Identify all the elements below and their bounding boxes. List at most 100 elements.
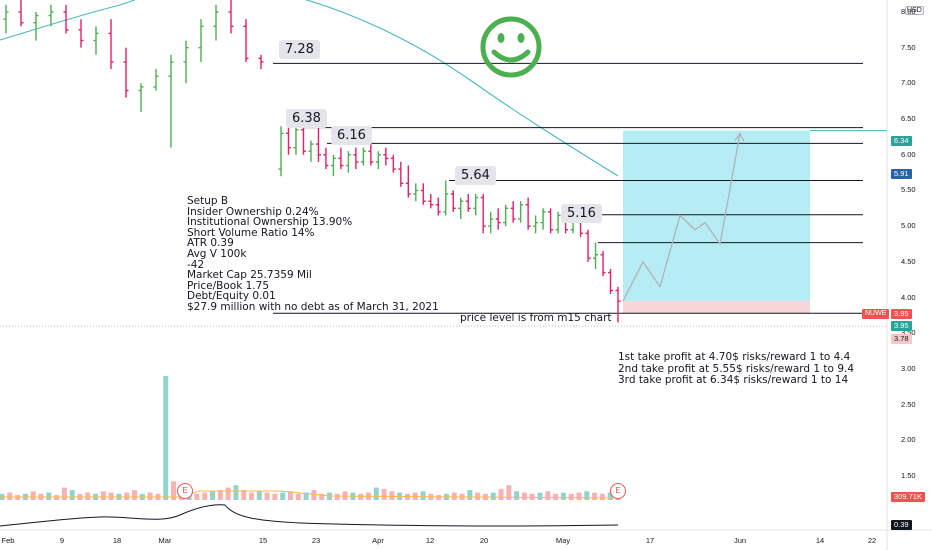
y-tick-label: 4.00: [901, 292, 916, 302]
setup-note-line: Avg V 100k: [187, 247, 247, 260]
volume-bar: [311, 490, 317, 500]
x-tick-label: 12: [425, 536, 435, 545]
candle: [168, 54, 174, 148]
setup-note-line: ATR 0.39: [187, 237, 234, 250]
candle: [93, 26, 99, 55]
x-tick-label: Jun: [733, 536, 747, 545]
volume-bar: [210, 491, 216, 500]
position-zones: [623, 130, 887, 314]
take-profit-line: 2nd take profit at 5.55$ risks/reward 1 …: [618, 362, 855, 375]
moving-average-line: [0, 0, 619, 177]
oscillator-value-label: 0.39: [891, 520, 912, 530]
earnings-marker[interactable]: E: [610, 483, 626, 499]
candle: [480, 194, 486, 234]
candle: [183, 40, 189, 84]
candle: [615, 286, 621, 323]
candle: [308, 140, 314, 162]
candle: [458, 197, 464, 220]
entry-price-label: 3.95: [891, 321, 912, 331]
candle: [258, 54, 264, 70]
volume-bar: [61, 487, 67, 500]
volume-bar: [288, 491, 294, 500]
x-tick-label: Feb: [1, 536, 15, 545]
take-profit-line: 3rd take profit at 6.34$ risks/reward 1 …: [618, 374, 849, 386]
candle: [33, 12, 39, 41]
volume-bar: [217, 490, 223, 500]
x-tick-label: 14: [815, 536, 825, 545]
volume-bar: [163, 376, 169, 500]
volume-bar: [514, 491, 520, 500]
candle: [555, 211, 561, 234]
candle: [330, 154, 336, 177]
candle: [428, 194, 434, 209]
x-tick-label: Apr: [372, 536, 384, 545]
x-tick-label: 15: [258, 536, 268, 545]
volume-bar: [381, 488, 387, 500]
x-tick-label: May: [555, 536, 571, 545]
take-profit-line: 1st take profit at 4.70$ risks/reward 1 …: [618, 351, 851, 363]
y-tick-label: 4.50: [901, 256, 916, 266]
candle: [3, 4, 9, 34]
y-tick-label: 5.00: [901, 221, 916, 231]
candle: [213, 4, 219, 41]
y-tick-label: 2.00: [901, 435, 916, 445]
volume-bar: [194, 493, 200, 500]
take-profit-notes: 1st take profit at 4.70$ risks/reward 1 …: [618, 351, 855, 387]
symbol-label: NUWE: [862, 309, 890, 319]
volume-bar: [537, 492, 543, 500]
candle: [153, 69, 159, 91]
price-level-note: price level is from m15 chart: [460, 312, 612, 324]
volume-bar: [584, 491, 590, 500]
candle: [585, 229, 591, 262]
volume-bar: [202, 492, 208, 500]
candle: [420, 183, 426, 205]
setup-note-line: $27.9 million with no debt as of March 3…: [187, 300, 439, 313]
volume-bar: [373, 487, 379, 500]
candle: [243, 19, 249, 62]
candle: [383, 147, 389, 166]
setup-note-line: Price/Book 1.75: [187, 279, 270, 292]
x-tick-label: 20: [479, 536, 489, 545]
x-tick-label: 17: [645, 536, 655, 545]
candle: [285, 126, 291, 155]
volume-bar: [147, 492, 153, 500]
volume-bar: [467, 490, 473, 500]
volume-bar: [280, 492, 286, 500]
volume-bar: [233, 485, 239, 500]
candle: [278, 126, 284, 177]
candle: [390, 154, 396, 173]
x-tick-label: Mar: [158, 536, 172, 545]
volume-bar: [451, 492, 457, 500]
candle: [18, 0, 24, 27]
candle: [198, 19, 204, 62]
last-price-label: 3.95: [891, 309, 912, 319]
volume-bar: [553, 493, 559, 500]
x-tick-label: 18: [112, 536, 122, 545]
candle: [375, 151, 381, 170]
volume-bar: [15, 495, 21, 500]
price-axis[interactable]: 8.00 7.50 7.00 6.50 6.00 5.50 5.00 4.50 4.00 3.50…: [887, 0, 932, 550]
y-tick-label: 7.50: [901, 42, 916, 52]
candle: [300, 122, 306, 155]
earnings-marker[interactable]: E: [177, 483, 193, 499]
setup-note-line: Debt/Equity 0.01: [187, 290, 276, 303]
volume-bar: [560, 492, 566, 500]
volume-bar: [264, 492, 270, 500]
volume-bar: [108, 492, 114, 500]
volume-bars: [0, 376, 621, 500]
candle: [315, 122, 321, 162]
candle: [353, 147, 359, 170]
candle: [510, 201, 516, 223]
candle: [338, 147, 344, 170]
volume-bar: [272, 493, 278, 500]
x-tick-label: 22: [867, 536, 877, 545]
candle: [413, 183, 419, 202]
price-callout: 5.64: [455, 166, 496, 185]
setup-note-line: Institutional Ownership 13.90%: [187, 216, 353, 229]
volume-value-label: 309.71K: [891, 492, 925, 502]
candle: [525, 197, 531, 230]
setup-note-line: Market Cap 25.7359 Mil: [187, 269, 312, 282]
volume-bar: [69, 490, 75, 500]
